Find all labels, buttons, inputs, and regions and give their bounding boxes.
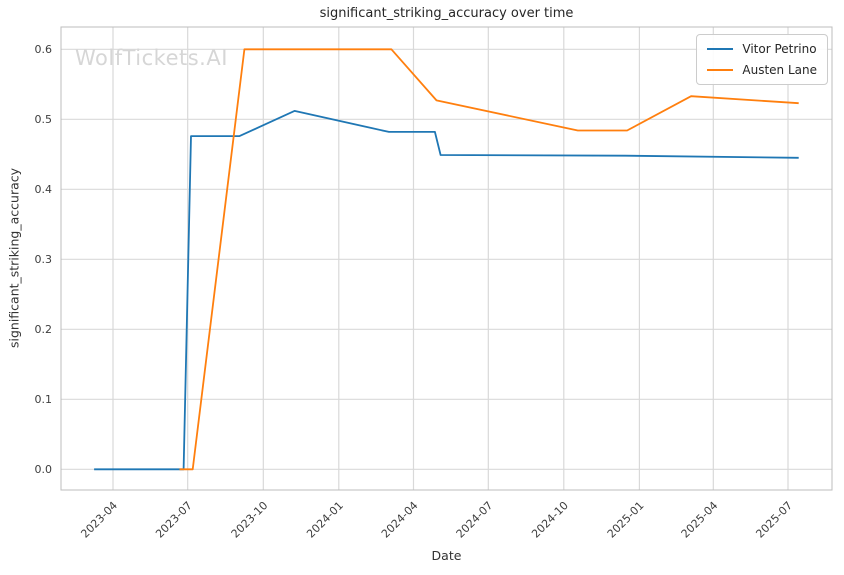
- legend-label-austen-lane: Austen Lane: [742, 63, 817, 77]
- x-tick-label: 2024-07: [454, 499, 496, 541]
- x-axis-label: Date: [431, 548, 462, 563]
- y-tick-label: 0.6: [35, 43, 53, 56]
- x-tick-label: 2024-01: [304, 499, 346, 541]
- y-tick-label: 0.0: [35, 463, 53, 476]
- x-tick-label: 2025-04: [679, 499, 721, 541]
- x-tick-label: 2025-07: [753, 499, 795, 541]
- x-tick-label: 2023-04: [78, 499, 120, 541]
- plot-border: [60, 26, 833, 491]
- x-tick-label: 2024-10: [529, 499, 571, 541]
- x-tick-label: 2024-04: [379, 499, 421, 541]
- legend-swatch-vitor-petrino: [707, 48, 734, 50]
- x-tick-label: 2023-07: [153, 499, 195, 541]
- series-line-austen-lane: [179, 48, 799, 471]
- legend-item-vitor-petrino: Vitor Petrino: [707, 42, 817, 56]
- legend: Vitor Petrino Austen Lane: [696, 34, 828, 85]
- y-tick-label: 0.2: [35, 323, 53, 336]
- y-tick-label: 0.4: [35, 183, 53, 196]
- legend-item-austen-lane: Austen Lane: [707, 63, 817, 77]
- y-tick-label: 0.3: [35, 253, 53, 266]
- chart-title: significant_striking_accuracy over time: [319, 6, 574, 21]
- watermark: WolfTickets.AI: [75, 46, 228, 70]
- series-line-vitor-petrino: [94, 110, 799, 471]
- legend-swatch-austen-lane: [707, 69, 734, 71]
- y-tick-label: 0.1: [35, 393, 53, 406]
- x-tick-label: 2023-10: [229, 499, 271, 541]
- x-tick-label: 2025-01: [605, 499, 647, 541]
- y-axis-label: significant_striking_accuracy: [6, 167, 22, 349]
- legend-label-vitor-petrino: Vitor Petrino: [742, 42, 817, 56]
- y-tick-label: 0.5: [35, 113, 53, 126]
